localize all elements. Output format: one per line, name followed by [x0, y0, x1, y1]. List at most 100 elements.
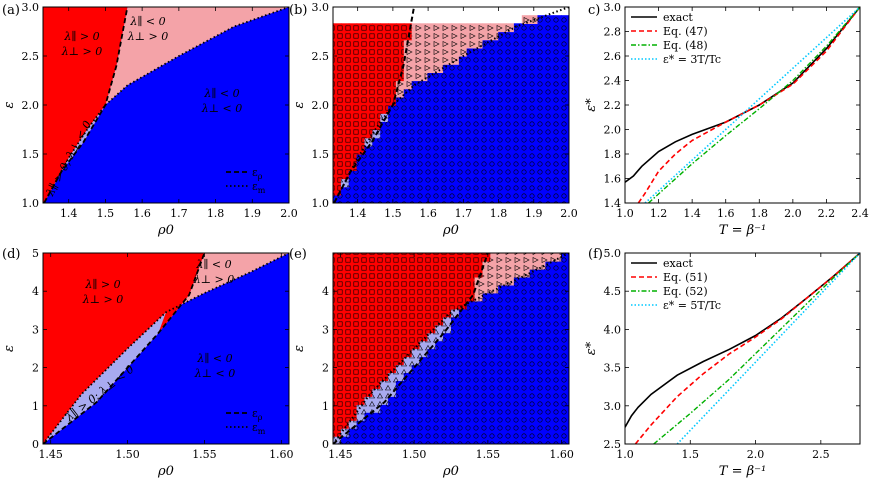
- heatmap-marker: [419, 364, 428, 373]
- heatmap-marker: [340, 113, 350, 122]
- plot-area: [625, 253, 860, 444]
- heatmap-marker: [482, 292, 491, 302]
- heatmap-marker: [395, 129, 405, 139]
- heatmap-marker: [458, 348, 468, 358]
- heatmap-marker: [435, 372, 444, 381]
- heatmap-marker: [427, 261, 436, 270]
- heatmap-marker: [561, 72, 569, 82]
- heatmap-marker: [498, 308, 507, 318]
- heatmap-marker: [458, 356, 468, 366]
- heatmap-marker: [395, 194, 405, 203]
- heatmap-marker: [411, 194, 421, 203]
- heatmap-marker: [388, 420, 397, 429]
- legend-label: exact: [663, 11, 693, 24]
- heatmap-marker: [388, 23, 397, 33]
- heatmap-marker: [372, 396, 381, 405]
- heatmap-marker: [403, 268, 413, 278]
- heatmap-marker: [506, 324, 515, 334]
- heatmap-marker: [340, 137, 350, 147]
- heatmap-marker: [458, 372, 468, 381]
- heatmap-marker: [356, 420, 366, 429]
- y-tick-label: 1.8: [604, 148, 622, 161]
- heatmap-marker: [333, 88, 342, 98]
- heatmap-marker: [506, 72, 515, 82]
- heatmap-marker: [482, 121, 491, 131]
- heatmap-marker: [451, 23, 460, 33]
- heatmap-marker: [498, 47, 507, 57]
- heatmap-marker: [529, 364, 539, 373]
- heatmap-marker: [553, 261, 562, 270]
- heatmap-marker: [364, 113, 373, 122]
- heatmap-marker: [451, 121, 460, 131]
- heatmap-marker: [419, 186, 428, 196]
- heatmap-marker: [372, 47, 381, 57]
- heatmap-marker: [451, 324, 460, 334]
- heatmap-marker: [364, 23, 373, 33]
- heatmap-marker: [474, 186, 484, 196]
- heatmap-marker: [513, 145, 523, 155]
- heatmap-marker: [506, 348, 515, 358]
- heatmap-marker: [435, 64, 444, 73]
- heatmap-marker: [419, 194, 428, 203]
- heatmap-marker: [498, 404, 507, 413]
- heatmap-marker: [427, 121, 436, 131]
- heatmap-marker: [340, 412, 350, 421]
- heatmap-marker: [395, 162, 405, 171]
- heatmap-marker: [443, 129, 452, 139]
- heatmap-marker: [364, 300, 373, 310]
- x-tick-label: 2.0: [784, 207, 802, 220]
- heatmap-marker: [490, 340, 499, 350]
- heatmap-marker: [458, 253, 468, 262]
- panel-label: (a): [2, 3, 20, 18]
- y-tick-label: 2.0: [312, 99, 330, 112]
- x-tick-label: 1.9: [244, 207, 262, 220]
- heatmap-marker: [356, 253, 366, 262]
- y-tick-label: 4: [322, 285, 329, 298]
- heatmap-marker: [435, 80, 444, 90]
- heatmap-marker: [403, 348, 413, 358]
- heatmap-marker: [458, 105, 468, 114]
- heatmap-marker: [490, 300, 499, 310]
- heatmap-marker: [372, 348, 381, 358]
- heatmap-marker: [553, 292, 562, 302]
- heatmap-marker: [340, 80, 350, 90]
- x-axis-label: ρ0: [157, 464, 174, 479]
- heatmap-marker: [513, 96, 523, 106]
- heatmap-marker: [380, 300, 389, 310]
- heatmap-marker: [395, 412, 405, 421]
- heatmap-marker: [403, 253, 413, 262]
- y-tick-label: 2.4: [604, 75, 622, 88]
- heatmap-marker: [482, 137, 491, 147]
- heatmap-marker: [474, 340, 484, 350]
- heatmap-marker: [521, 332, 531, 342]
- heatmap-marker: [490, 56, 499, 65]
- heatmap-marker: [498, 64, 507, 73]
- heatmap-marker: [340, 396, 350, 405]
- heatmap-marker: [427, 80, 436, 90]
- heatmap-marker: [490, 428, 499, 437]
- panel-label: c): [588, 3, 600, 18]
- heatmap-marker: [364, 96, 373, 106]
- heatmap-marker: [537, 356, 546, 366]
- heatmap-marker: [521, 186, 531, 196]
- heatmap-marker: [506, 186, 515, 196]
- x-tick-label: 1.50: [115, 448, 140, 461]
- heatmap-marker: [380, 412, 389, 421]
- heatmap-marker: [380, 332, 389, 342]
- heatmap-marker: [403, 396, 413, 405]
- heatmap-marker: [388, 340, 397, 350]
- heatmap-marker: [545, 268, 554, 278]
- x-tick-label: 1.55: [192, 448, 217, 461]
- heatmap-marker: [498, 364, 507, 373]
- heatmap-marker: [395, 64, 405, 73]
- heatmap-marker: [553, 300, 562, 310]
- heatmap-marker: [474, 284, 484, 294]
- heatmap-marker: [340, 404, 350, 413]
- heatmap-marker: [466, 56, 476, 65]
- region-label: λ⊥ < 0: [201, 102, 243, 115]
- heatmap-marker: [474, 72, 484, 82]
- heatmap-marker: [498, 121, 507, 131]
- heatmap-marker: [451, 412, 460, 421]
- heatmap-marker: [466, 129, 476, 139]
- heatmap-marker: [545, 23, 554, 33]
